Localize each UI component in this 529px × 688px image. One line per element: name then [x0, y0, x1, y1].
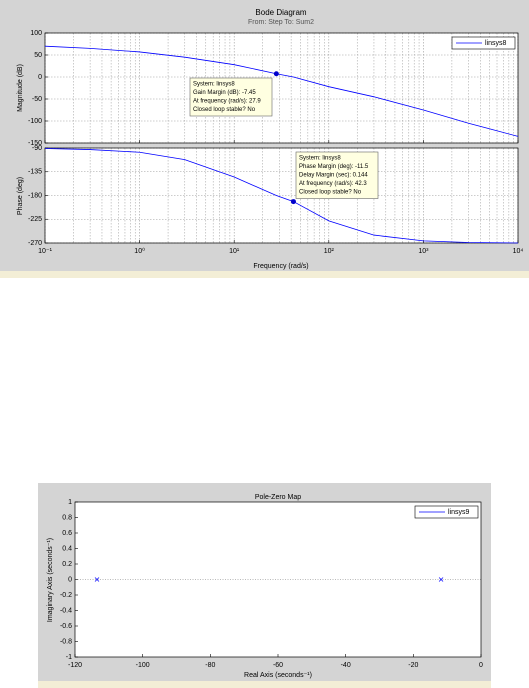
figure-strip [38, 681, 491, 688]
x-axis-label: Real Axis (seconds⁻¹) [244, 672, 312, 679]
x-tick-label: 10³ [418, 248, 429, 255]
x-tick-label: 0 [479, 662, 483, 669]
data-tip-box [189, 77, 273, 117]
y-tick-label: 0.8 [62, 514, 72, 521]
x-tick-label: -60 [273, 662, 283, 669]
pole-marker [438, 577, 444, 582]
y-tick-label: 0.2 [62, 561, 72, 568]
y-tick-label: 0 [68, 576, 72, 583]
data-tip-box [295, 151, 379, 199]
x-tick-label: -40 [341, 662, 351, 669]
figure-strip [0, 271, 529, 278]
legend-label: linsys9 [448, 509, 470, 516]
data-tip-text: At frequency (rad/s): 27.9 [193, 99, 261, 105]
y-tick-label: -225 [28, 216, 42, 223]
y-tick-label: -0.8 [60, 638, 72, 645]
y-axis-label: Phase (deg) [17, 177, 24, 215]
chart-title: Pole-Zero Map [255, 494, 301, 501]
x-tick-label: 10⁴ [513, 248, 524, 255]
legend-box [414, 505, 479, 519]
x-tick-label: 10⁰ [134, 247, 145, 255]
data-tip-text: System: linsys8 [299, 156, 341, 162]
y-tick-label: -0.4 [60, 607, 72, 614]
data-tip-text: System: linsys8 [193, 82, 235, 88]
x-tick-label: 10⁻¹ [38, 248, 52, 255]
x-tick-label: -100 [136, 662, 150, 669]
x-tick-label: -120 [68, 662, 82, 669]
y-tick-label: 50 [34, 52, 42, 59]
plot-frame [74, 501, 482, 658]
x-tick-label: -80 [205, 662, 215, 669]
y-axis-label: Imaginary Axis (seconds⁻¹) [47, 538, 54, 622]
y-tick-label: -180 [28, 192, 42, 199]
data-tip-text: At frequency (rad/s): 42.3 [299, 181, 367, 187]
data-tip-text: Gain Margin (dB): -7.45 [193, 90, 256, 96]
y-tick-label: -0.2 [60, 592, 72, 599]
y-tick-label: -100 [28, 118, 42, 125]
series-line [44, 148, 519, 244]
y-tick-label: -270 [28, 240, 42, 247]
chart-subtitle: From: Step To: Sum2 [248, 19, 314, 26]
y-tick-label: 0.4 [62, 545, 72, 552]
plot-frame [44, 32, 519, 144]
plot-area [45, 33, 518, 143]
x-axis-label: Frequency (rad/s) [253, 263, 308, 270]
y-tick-label: -135 [28, 169, 42, 176]
y-tick-label: 0 [38, 74, 42, 81]
data-tip-text: Closed loop stable? No [193, 107, 256, 113]
y-axis-label: Magnitude (dB) [17, 64, 24, 112]
series-line [44, 45, 519, 137]
y-tick-label: 1 [68, 499, 72, 506]
data-tip-marker [273, 71, 279, 77]
data-tip-text: Delay Margin (sec): 0.144 [299, 173, 368, 179]
pole-marker [94, 577, 100, 582]
data-tip-text: Phase Margin (deg): -11.5 [299, 164, 369, 170]
y-tick-label: -150 [28, 140, 42, 147]
x-tick-label: 10¹ [229, 248, 240, 255]
y-tick-label: 100 [30, 30, 42, 37]
data-tip-marker [290, 199, 296, 205]
y-tick-label: -0.6 [60, 623, 72, 630]
x-tick-label: 10² [324, 248, 335, 255]
y-tick-label: -50 [32, 96, 42, 103]
chart-title: Bode Diagram [255, 8, 306, 17]
plot-frame [44, 147, 519, 244]
x-tick-label: -20 [408, 662, 418, 669]
y-tick-label: -1 [66, 654, 72, 661]
y-tick-label: -90 [32, 145, 42, 152]
y-tick-label: 0.6 [62, 530, 72, 537]
legend-box [451, 36, 516, 50]
data-tip-text: Closed loop stable? No [299, 190, 362, 196]
legend-label: linsys8 [485, 40, 507, 47]
